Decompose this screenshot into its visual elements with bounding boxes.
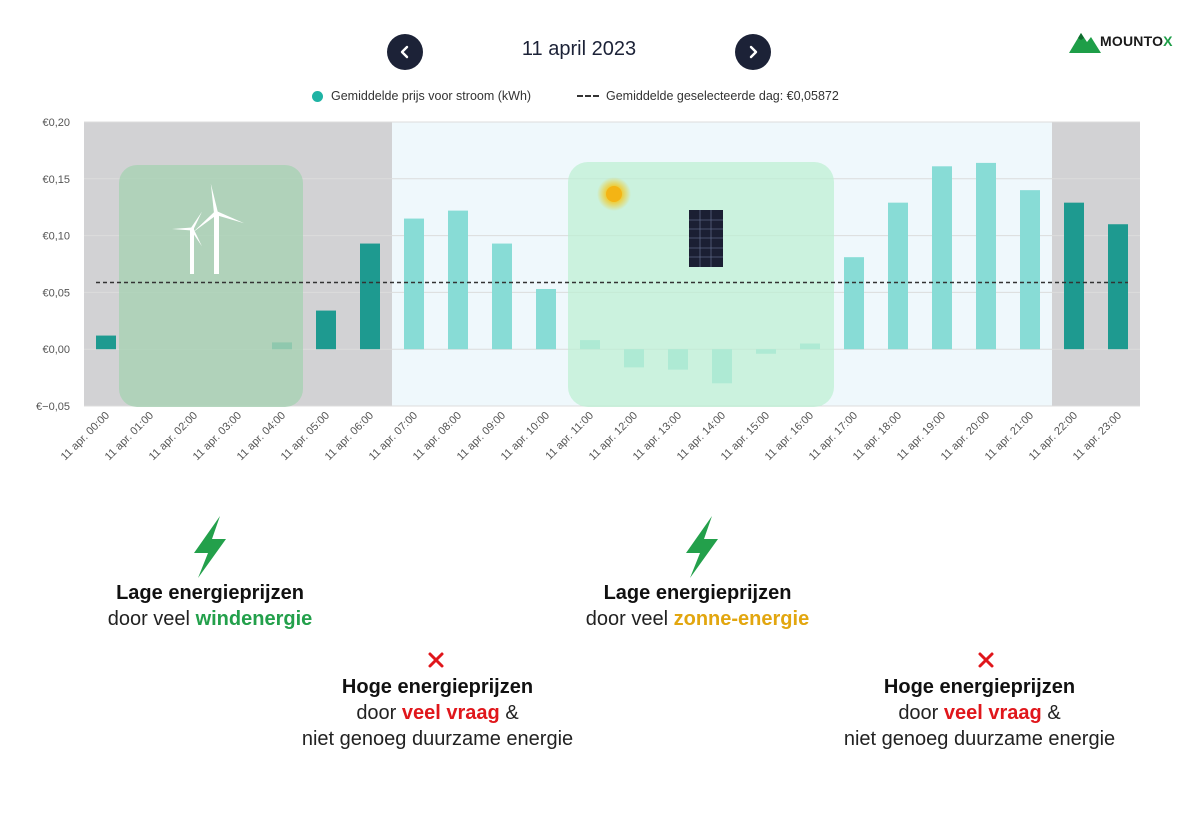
date-title: 11 april 2023	[521, 38, 637, 60]
price-bar[interactable]	[976, 162, 996, 350]
callout-demand-morning-head: Hoge energieprijzen	[341, 676, 534, 698]
chevron-right-icon	[749, 45, 758, 59]
price-bar[interactable]	[448, 210, 468, 350]
callout-solar-head: Lage energieprijzen	[603, 582, 792, 604]
legend-avg-price-label: Gemiddelde prijs voor stroom (kWh)	[331, 89, 532, 103]
legend-avg-day[interactable]: Gemiddelde geselecteerde dag: €0,05872	[577, 89, 839, 103]
callout-demand-morning-accent: veel vraag	[401, 702, 500, 724]
wind-turbine-icon	[172, 183, 245, 274]
solar-panel-icon	[689, 210, 723, 267]
next-day-button[interactable]	[735, 34, 771, 70]
callout-solar-accent: zonne-energie	[673, 608, 810, 630]
callout-demand-morning-line3: niet genoeg duurzame energie	[301, 728, 574, 750]
prev-day-button[interactable]	[387, 34, 423, 70]
callout-wind-pre: door veel	[107, 608, 196, 630]
callout-wind-accent: windenergie	[195, 608, 313, 630]
callout-demand-morning-post: &	[499, 702, 519, 724]
demand-morning-cross-icon	[428, 652, 444, 668]
callout-demand-morning: Hoge energieprijzen door veel vraag & ni…	[255, 674, 620, 752]
logo-text: MOUNTO	[1100, 33, 1164, 49]
callout-demand-evening-line3: niet genoeg duurzame energie	[843, 728, 1116, 750]
wind-highlight-box	[119, 165, 303, 407]
callout-demand-morning-pre: door	[356, 702, 402, 724]
demand-evening-cross-icon	[978, 652, 994, 668]
price-bar[interactable]	[360, 243, 380, 350]
mountain-logo-icon	[1069, 33, 1101, 53]
price-bar[interactable]	[844, 257, 864, 350]
callout-wind-head: Lage energieprijzen	[116, 582, 304, 604]
sun-icon	[597, 177, 631, 211]
price-bar[interactable]	[932, 166, 952, 350]
price-bar[interactable]	[96, 335, 116, 350]
wind-lightning-icon	[194, 516, 226, 578]
callout-demand-evening-post: &	[1041, 702, 1061, 724]
solar-lightning-icon	[686, 516, 718, 578]
legend-dot-icon	[312, 90, 323, 102]
callout-solar: Lage energieprijzen door veel zonne-ener…	[550, 580, 845, 632]
legend-avg-day-label: Gemiddelde geselecteerde dag: €0,05872	[606, 89, 839, 103]
price-bar[interactable]	[404, 218, 424, 350]
price-bar[interactable]	[316, 310, 336, 350]
chevron-left-icon	[400, 45, 409, 59]
legend-avg-price[interactable]: Gemiddelde prijs voor stroom (kWh)	[312, 89, 531, 103]
price-bar[interactable]	[492, 243, 512, 350]
y-tick-label: €0,10	[42, 231, 70, 243]
solar-highlight-box	[568, 162, 834, 407]
callout-wind: Lage energieprijzen door veel windenergi…	[70, 580, 350, 632]
callout-solar-pre: door veel	[585, 608, 674, 630]
y-tick-label: €0,15	[42, 174, 70, 186]
y-tick-label: €−0,05	[36, 401, 70, 413]
y-tick-label: €0,05	[42, 287, 70, 299]
mountox-logo: MOUNTOX	[1068, 28, 1173, 54]
legend-dash-icon	[577, 95, 599, 97]
price-bar[interactable]	[1108, 224, 1128, 350]
callout-demand-evening-pre: door	[898, 702, 944, 724]
y-tick-label: €0,20	[42, 117, 70, 129]
price-bar[interactable]	[1020, 190, 1040, 350]
y-tick-label: €0,00	[42, 344, 70, 356]
logo-accent: X	[1163, 33, 1173, 49]
callout-demand-evening-accent: veel vraag	[943, 702, 1042, 724]
price-bar[interactable]	[536, 288, 556, 350]
callout-demand-evening: Hoge energieprijzen door veel vraag & ni…	[797, 674, 1162, 752]
price-bar[interactable]	[888, 202, 908, 350]
price-bar[interactable]	[1064, 202, 1084, 350]
callout-demand-evening-head: Hoge energieprijzen	[883, 676, 1076, 698]
